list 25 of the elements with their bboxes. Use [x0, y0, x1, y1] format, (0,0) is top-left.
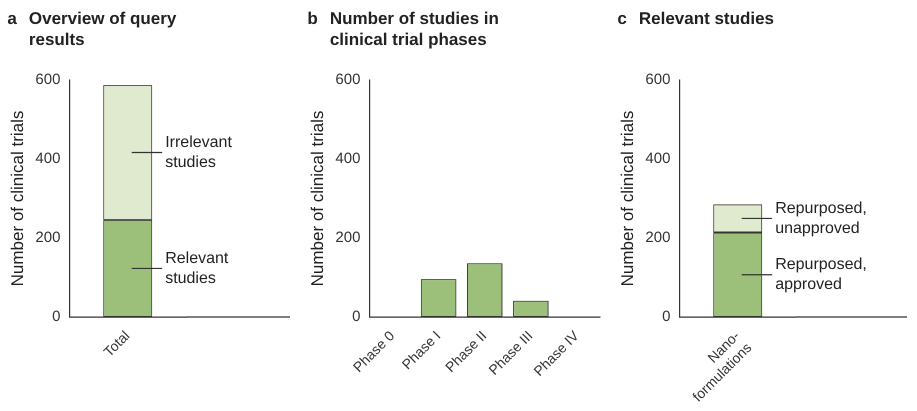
y-tick-label: 400 [35, 150, 60, 168]
y-tick-label: 600 [335, 71, 360, 88]
series-label: Irrelevant studies [165, 134, 232, 171]
y-tick-label: 200 [645, 229, 670, 246]
series-label: Repurposed, approved [775, 256, 867, 294]
text: a [7, 8, 17, 30]
chart-title: Relevant studies [638, 8, 775, 29]
y-tick-label: 0 [52, 308, 60, 326]
y-tick-label: 200 [35, 229, 60, 246]
text: b [307, 8, 318, 30]
y-tick-label: 0 [352, 308, 360, 326]
y-tick-label: 0 [662, 308, 670, 326]
y-axis-title: Number of clinical trials [308, 110, 327, 286]
series-label: Relevant studies [165, 250, 229, 287]
y-tick-label: 600 [645, 71, 670, 88]
y-axis-title: Number of clinical trials [8, 110, 27, 286]
y-tick-label: 400 [645, 150, 670, 168]
y-tick-label: 400 [335, 150, 360, 168]
chart-title: Overview of query results [28, 8, 178, 50]
text: c [617, 8, 627, 29]
chart-title: Number of studies in clinical trial phases [330, 8, 500, 50]
series-label: Repurposed, unapproved [775, 200, 867, 237]
y-tick-label: 600 [35, 71, 60, 88]
y-tick-label: 200 [335, 229, 360, 246]
y-axis-title: Number of clinical trials [618, 110, 637, 286]
